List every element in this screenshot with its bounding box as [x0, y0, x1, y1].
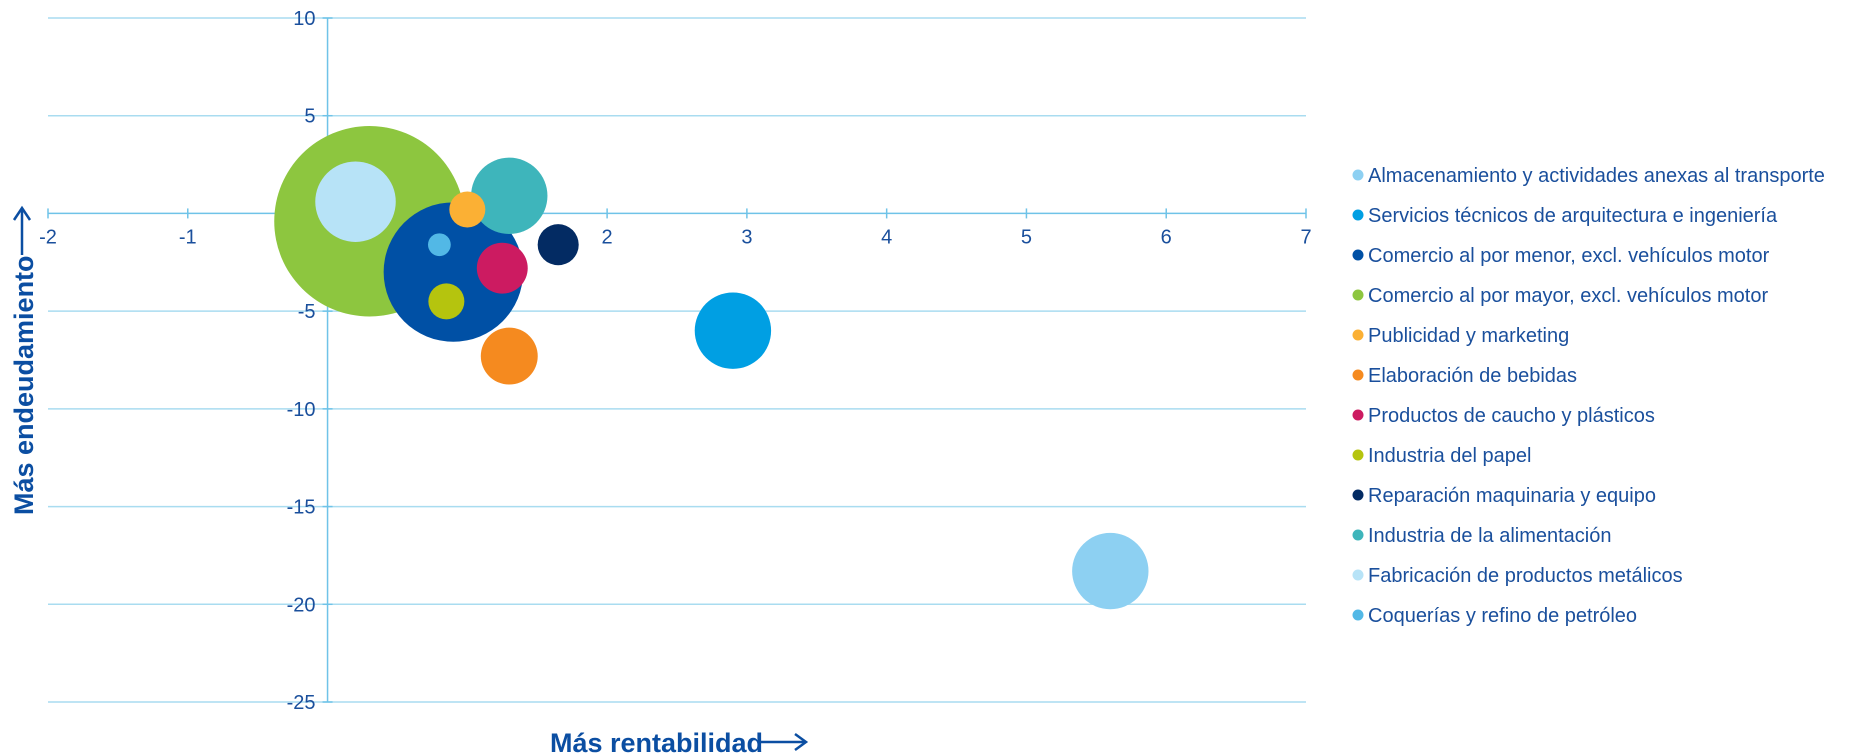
bubbles — [274, 125, 1149, 610]
legend-label-0: Almacenamiento y actividades anexas al t… — [1368, 165, 1825, 187]
legend-marker-7 — [1352, 449, 1364, 461]
y-tick-label-4: -10 — [287, 399, 316, 421]
legend-label-8: Reparación maquinaria y equipo — [1368, 485, 1656, 507]
y-axis-arrow-icon — [12, 205, 32, 255]
legend: Almacenamiento y actividades anexas al t… — [1352, 165, 1825, 627]
legend-label-4: Publicidad y marketing — [1368, 325, 1569, 347]
x-tick-label-5: 3 — [741, 226, 752, 248]
legend-label-7: Industria del papel — [1368, 445, 1531, 467]
x-tick-label-1: -1 — [179, 226, 197, 248]
bubble-2 — [383, 202, 524, 342]
legend-marker-11 — [1352, 609, 1364, 621]
legend-marker-4 — [1352, 329, 1364, 341]
legend-marker-0 — [1352, 169, 1364, 181]
legend-marker-8 — [1352, 489, 1364, 501]
legend-marker-6 — [1352, 409, 1364, 421]
x-tick-label-6: 4 — [881, 226, 892, 248]
y-tick-label-0: 10 — [293, 8, 315, 30]
y-tick-label-6: -20 — [287, 594, 316, 616]
legend-label-10: Fabricación de productos metálicos — [1368, 565, 1683, 587]
x-tick-label-7: 5 — [1021, 226, 1032, 248]
y-tick-labels: 1050-5-10-15-20-25 — [287, 8, 333, 714]
legend-label-9: Industria de la alimentación — [1368, 525, 1611, 547]
bubble-9 — [471, 157, 548, 235]
bubble-0 — [1072, 532, 1149, 610]
bubble-6 — [476, 242, 528, 294]
bubble-11 — [427, 233, 451, 257]
x-tick-label-9: 7 — [1300, 226, 1311, 248]
legend-label-5: Elaboración de bebidas — [1368, 365, 1577, 387]
y-tick-label-5: -15 — [287, 497, 316, 519]
bubble-7 — [428, 283, 465, 320]
gridlines — [48, 17, 1306, 703]
legend-label-1: Servicios técnicos de arquitectura e ing… — [1368, 205, 1778, 227]
y-tick-label-1: 5 — [304, 106, 315, 128]
legend-label-2: Comercio al por menor, excl. vehículos m… — [1368, 245, 1770, 267]
x-axis-title: Más rentabilidad — [550, 728, 763, 755]
x-tick-label-4: 2 — [602, 226, 613, 248]
y-tick-label-3: -5 — [298, 301, 316, 323]
legend-label-6: Productos de caucho y plásticos — [1368, 405, 1655, 427]
bubble-1 — [694, 292, 772, 369]
bubble-4 — [449, 191, 486, 228]
bubble-10 — [315, 161, 396, 242]
x-axis-arrow-icon — [760, 732, 809, 752]
legend-marker-5 — [1352, 369, 1364, 381]
legend-label-11: Coquerías y refino de petróleo — [1368, 605, 1637, 627]
x-tick-label-8: 6 — [1161, 226, 1172, 248]
y-tick-label-7: -25 — [287, 692, 316, 714]
legend-marker-2 — [1352, 249, 1364, 261]
y-axis-title: Más endeudamiento — [9, 255, 39, 515]
axes — [48, 18, 1306, 702]
bubble-5 — [480, 327, 538, 385]
x-tick-label-0: -2 — [39, 226, 57, 248]
legend-label-3: Comercio al por mayor, excl. vehículos m… — [1368, 285, 1768, 307]
bubble-8 — [537, 224, 579, 266]
legend-marker-3 — [1352, 289, 1364, 301]
legend-marker-9 — [1352, 529, 1364, 541]
legend-marker-10 — [1352, 569, 1364, 581]
x-tick-labels: -2-101234567 — [39, 208, 1312, 248]
legend-marker-1 — [1352, 209, 1364, 221]
